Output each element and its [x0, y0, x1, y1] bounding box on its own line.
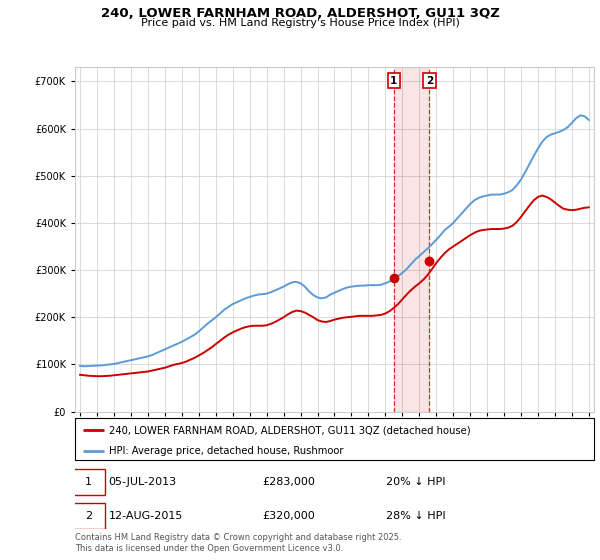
Text: £320,000: £320,000 — [262, 511, 314, 521]
Text: 05-JUL-2013: 05-JUL-2013 — [109, 477, 177, 487]
Text: 240, LOWER FARNHAM ROAD, ALDERSHOT, GU11 3QZ: 240, LOWER FARNHAM ROAD, ALDERSHOT, GU11… — [101, 7, 499, 20]
Text: 12-AUG-2015: 12-AUG-2015 — [109, 511, 183, 521]
Text: Price paid vs. HM Land Registry's House Price Index (HPI): Price paid vs. HM Land Registry's House … — [140, 18, 460, 28]
Text: 2: 2 — [426, 76, 433, 86]
Text: 1: 1 — [85, 477, 92, 487]
Text: 20% ↓ HPI: 20% ↓ HPI — [386, 477, 446, 487]
Text: 2: 2 — [85, 511, 92, 521]
Bar — [394, 67, 430, 412]
Text: HPI: Average price, detached house, Rushmoor: HPI: Average price, detached house, Rush… — [109, 446, 343, 456]
Text: 28% ↓ HPI: 28% ↓ HPI — [386, 511, 446, 521]
Text: Contains HM Land Registry data © Crown copyright and database right 2025.
This d: Contains HM Land Registry data © Crown c… — [75, 533, 401, 553]
FancyBboxPatch shape — [73, 469, 104, 495]
Text: £283,000: £283,000 — [262, 477, 315, 487]
Text: 240, LOWER FARNHAM ROAD, ALDERSHOT, GU11 3QZ (detached house): 240, LOWER FARNHAM ROAD, ALDERSHOT, GU11… — [109, 425, 470, 435]
FancyBboxPatch shape — [73, 503, 104, 529]
Text: 1: 1 — [390, 76, 397, 86]
